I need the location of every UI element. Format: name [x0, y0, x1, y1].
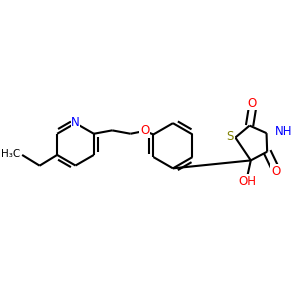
Text: N: N — [71, 116, 80, 129]
Text: H₃C: H₃C — [2, 149, 21, 159]
Text: O: O — [248, 97, 257, 110]
Text: S: S — [226, 130, 234, 142]
Text: O: O — [271, 165, 280, 178]
Text: NH: NH — [274, 125, 292, 138]
Text: O: O — [140, 124, 149, 137]
Text: OH: OH — [238, 175, 256, 188]
